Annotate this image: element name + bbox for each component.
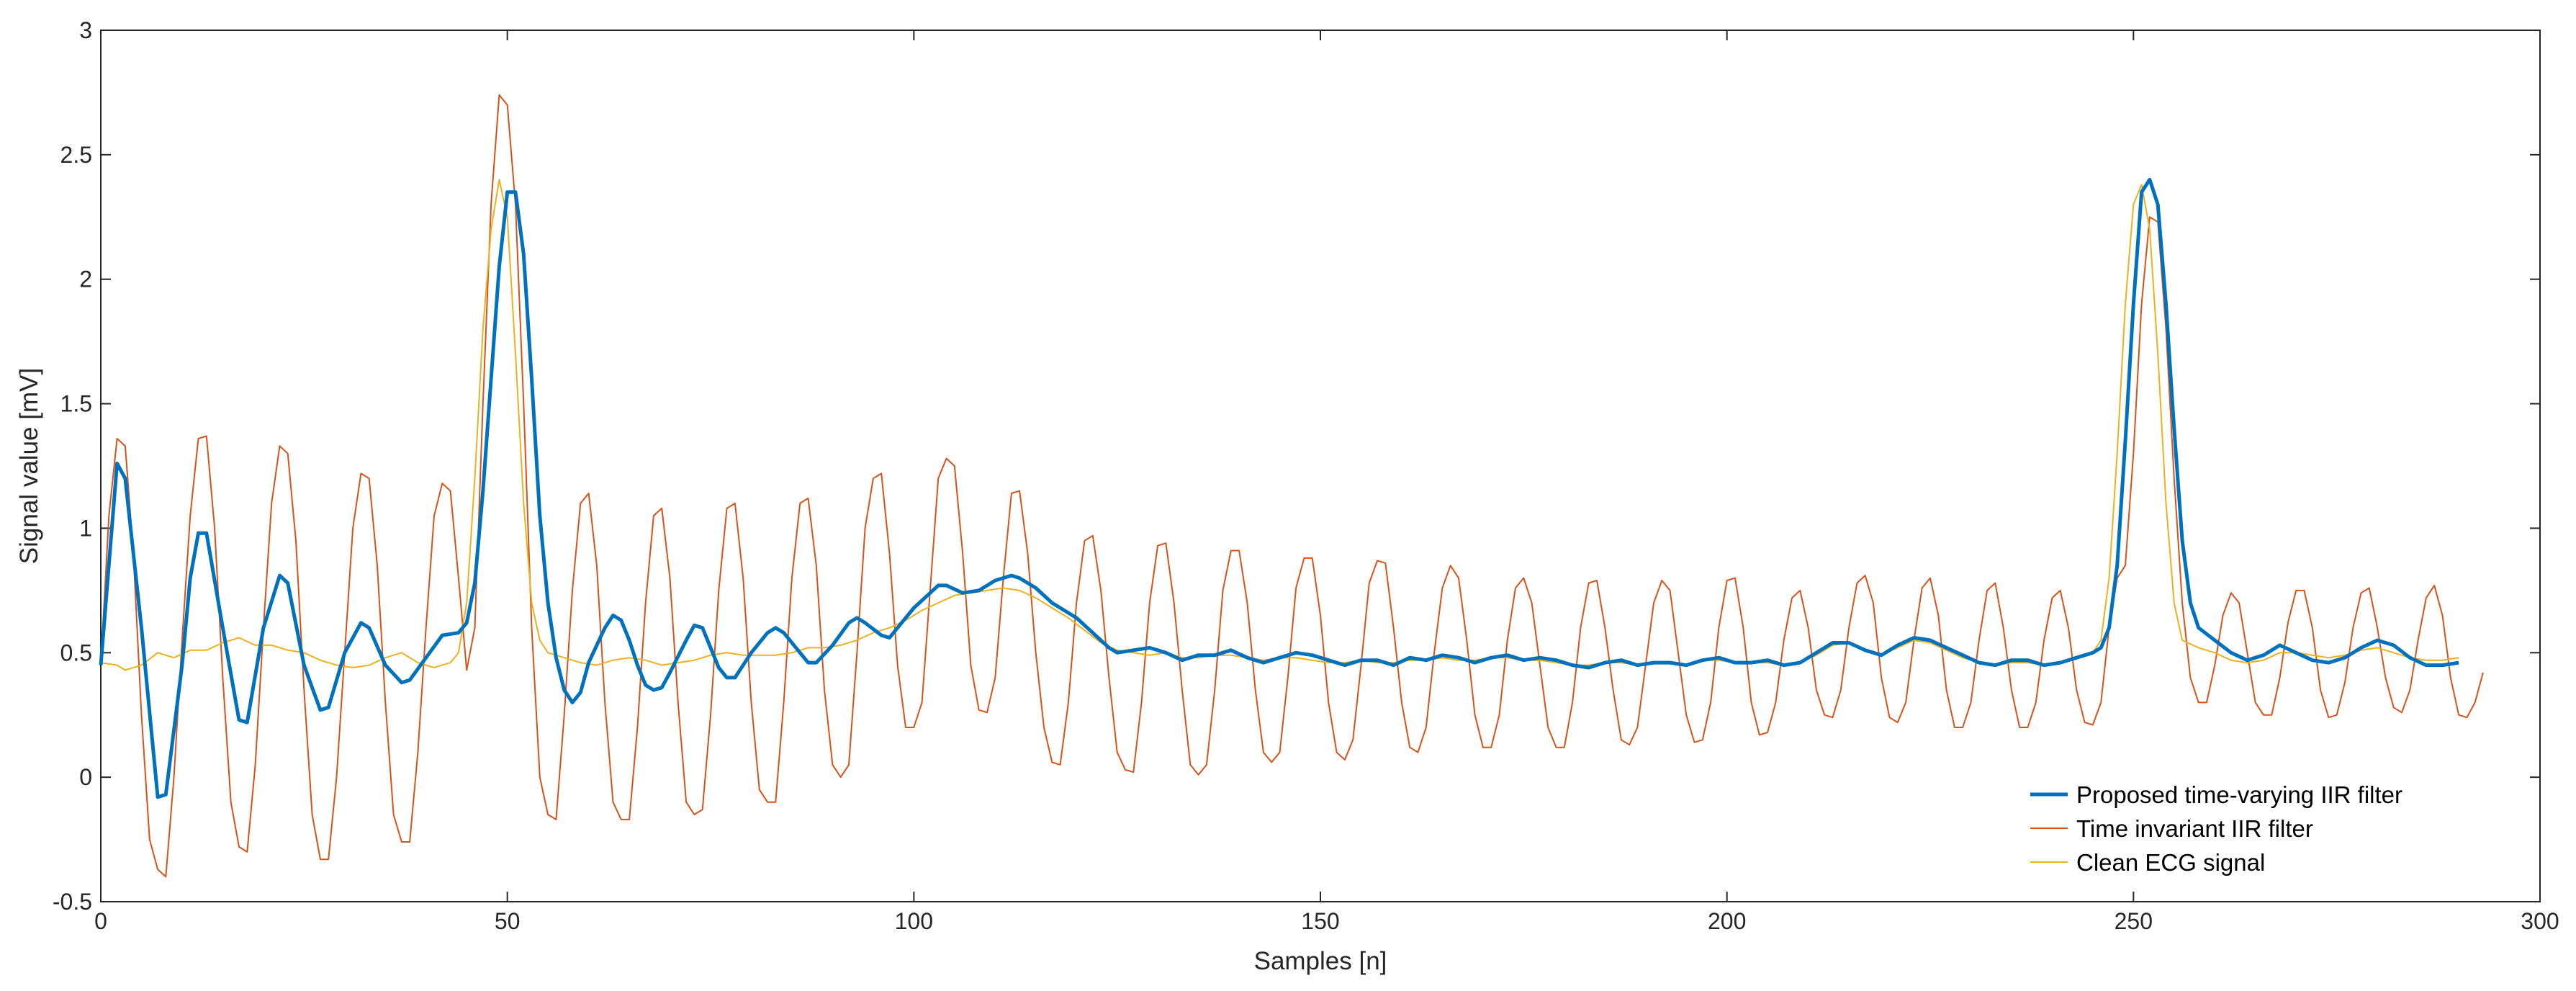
y-tick-label: 0.5 [60, 640, 92, 665]
y-tick-label: 1.5 [60, 391, 92, 417]
y-tick-label: 2 [79, 266, 92, 292]
y-axis-title: Signal value [mV] [15, 368, 43, 564]
x-tick-label: 200 [1708, 908, 1746, 934]
legend-label-clean-ecg: Clean ECG signal [2076, 849, 2265, 876]
y-tick-label: 3 [79, 17, 92, 43]
legend: Proposed time-varying IIR filter Time in… [2030, 781, 2402, 876]
x-tick-label: 50 [495, 908, 521, 934]
x-tick-label: 0 [94, 908, 107, 934]
y-tick-label: 0 [79, 764, 92, 790]
y-tick-label: -0.5 [53, 889, 92, 915]
x-axis-title: Samples [n] [1254, 947, 1387, 975]
series-line-proposed [99, 177, 2459, 799]
x-tick-label: 100 [895, 908, 933, 934]
y-tick-label: 2.5 [60, 142, 92, 168]
axis-ticks: 0 50 100 150 200 250 300-0.500.511.522.53 [53, 17, 2559, 934]
x-tick-label: 250 [2115, 908, 2153, 934]
legend-label-proposed: Proposed time-varying IIR filter [2076, 781, 2402, 808]
series-lines [99, 94, 2484, 878]
plot-area-frame [100, 30, 2541, 902]
x-tick-label: 300 [2521, 908, 2559, 934]
y-tick-label: 1 [79, 515, 92, 541]
series-line-time-invariant [100, 94, 2484, 878]
x-tick-label: 150 [1301, 908, 1339, 934]
legend-label-time-invariant: Time invariant IIR filter [2076, 815, 2313, 842]
